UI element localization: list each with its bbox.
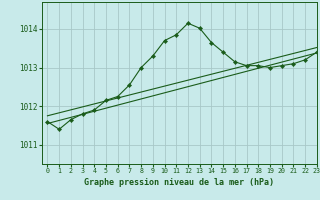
X-axis label: Graphe pression niveau de la mer (hPa): Graphe pression niveau de la mer (hPa) [84,178,274,187]
